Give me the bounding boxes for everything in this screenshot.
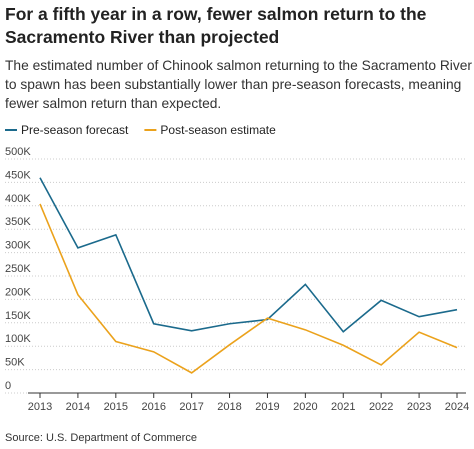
x-tick-label: 2013 (28, 401, 52, 413)
legend-label: Pre-season forecast (21, 123, 129, 137)
y-tick-label: 150K (5, 310, 31, 322)
y-tick-label: 100K (5, 333, 31, 345)
source: Source: U.S. Department of Commerce (5, 432, 197, 444)
y-tick-label: 500K (5, 146, 31, 158)
series-line (39, 177, 458, 333)
x-tick-label: 2017 (179, 401, 203, 413)
x-tick-label: 2022 (369, 401, 393, 413)
y-tick-label: 350K (5, 216, 31, 228)
x-tick-label: 2015 (104, 401, 128, 413)
x-tick-label: 2018 (217, 401, 241, 413)
y-tick-label: 200K (5, 286, 31, 298)
x-tick-label: 2016 (141, 401, 165, 413)
y-tick-label: 0 (5, 380, 11, 392)
y-tick-label: 450K (5, 169, 31, 181)
x-tick-label: 2019 (255, 401, 279, 413)
x-tick-label: 2023 (407, 401, 431, 413)
chart-title: For a fifth year in a row, fewer salmon … (5, 4, 427, 47)
x-tick-label: 2021 (331, 401, 355, 413)
y-tick-label: 400K (5, 193, 31, 205)
x-tick-label: 2020 (293, 401, 317, 413)
y-tick-label: 300K (5, 240, 31, 252)
legend-label: Post-season estimate (160, 123, 276, 137)
series-line (39, 203, 458, 374)
x-tick-label: 2014 (66, 401, 90, 413)
y-tick-label: 250K (5, 263, 31, 275)
chart-subtitle: The estimated number of Chinook salmon r… (5, 58, 473, 111)
y-tick-label: 50K (5, 357, 25, 369)
x-tick-label: 2024 (445, 401, 469, 413)
